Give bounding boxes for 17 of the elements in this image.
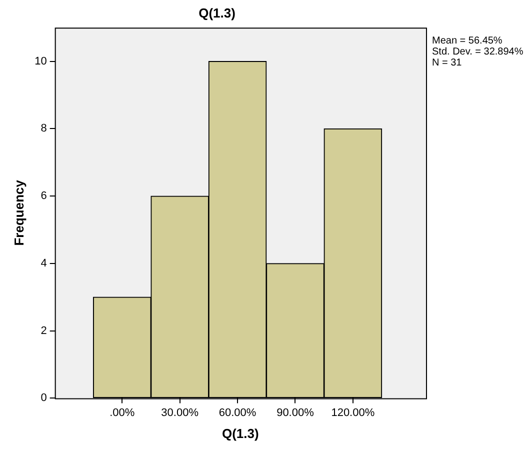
y-tick-label: 10 bbox=[34, 55, 47, 68]
x-tick-label: .00% bbox=[110, 406, 135, 419]
x-tick-label: 60.00% bbox=[218, 406, 256, 419]
x-tick-label: 30.00% bbox=[161, 406, 199, 419]
text: N = 31 bbox=[432, 57, 462, 68]
y-tick-label: 0 bbox=[40, 392, 47, 404]
chart-title: Q(1.3) bbox=[198, 5, 236, 20]
y-tick-label: 4 bbox=[40, 257, 47, 270]
text: Std. Dev. = 32.894% bbox=[432, 46, 524, 58]
x-tick-label: 120.00% bbox=[331, 406, 375, 419]
y-tick-label: 8 bbox=[40, 122, 47, 135]
y-axis-title: Frequency bbox=[11, 179, 26, 246]
x-tick-label: 90.00% bbox=[276, 406, 314, 419]
y-tick-label: 2 bbox=[40, 324, 47, 337]
x-axis-title: Q(1.3) bbox=[222, 426, 259, 441]
y-tick-label: 6 bbox=[40, 190, 47, 202]
text: Mean = 56.45% bbox=[432, 35, 502, 46]
